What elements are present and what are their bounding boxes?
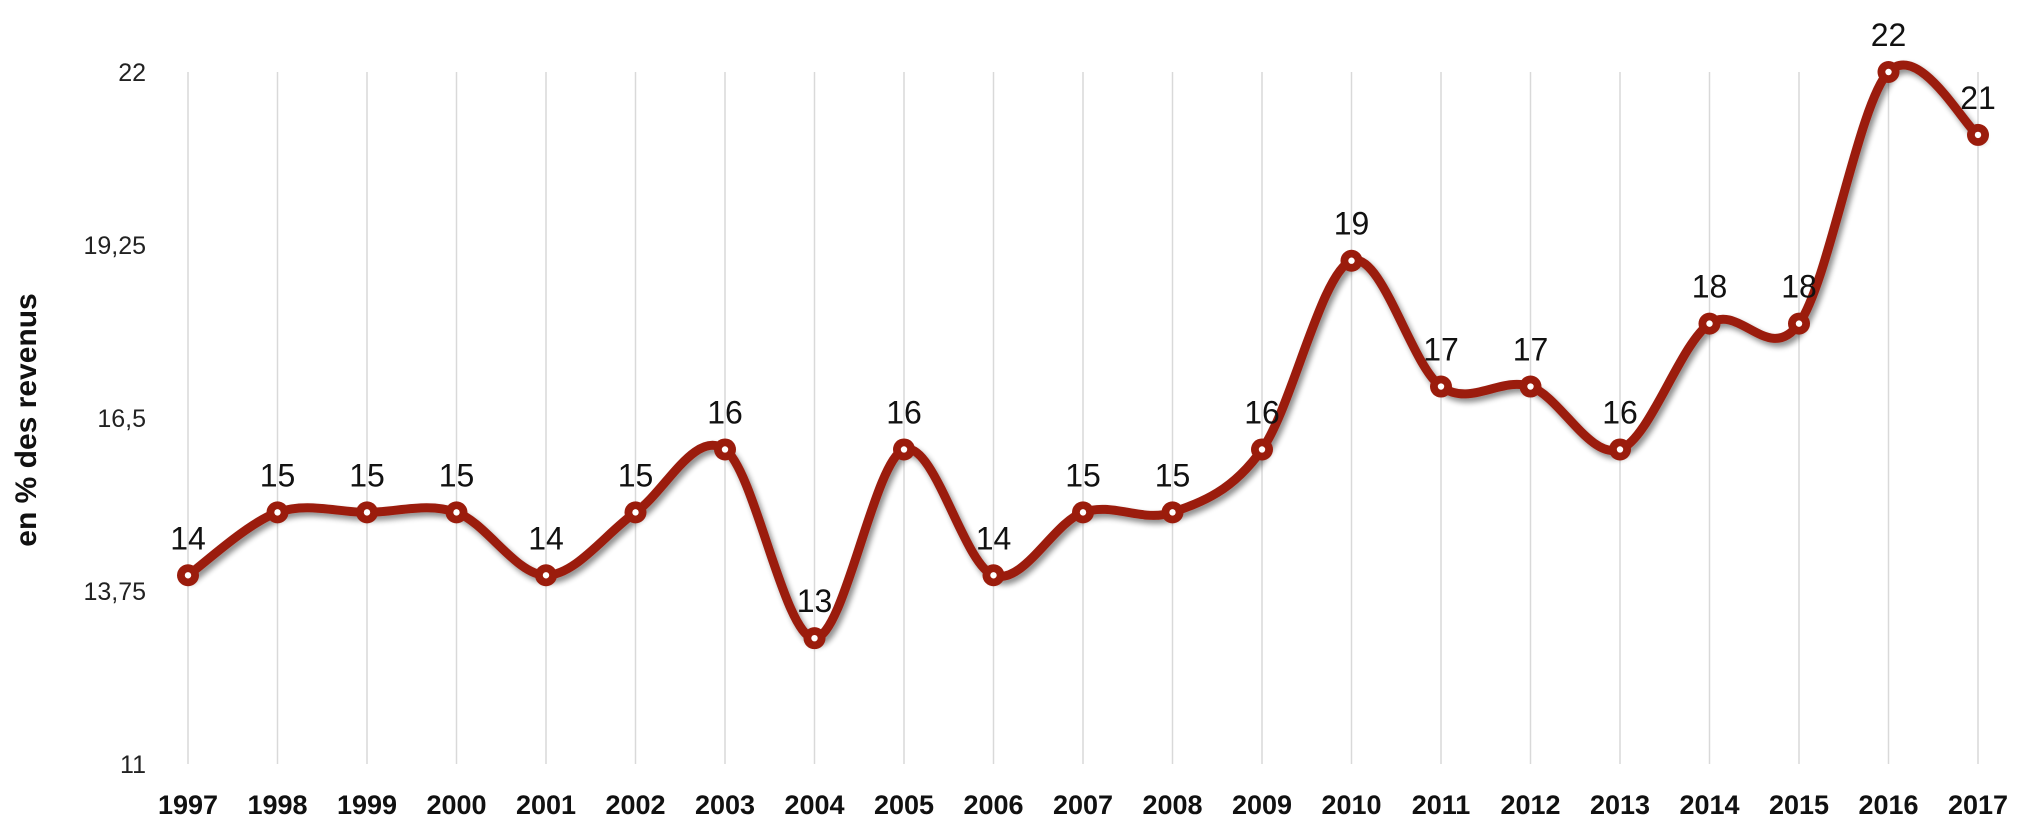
x-tick-label: 2012 <box>1500 790 1560 820</box>
markers <box>177 61 1989 650</box>
x-tick-label: 2003 <box>695 790 755 820</box>
x-tick-label: 2004 <box>784 790 844 820</box>
y-tick-label: 19,25 <box>83 232 146 260</box>
y-tick-label: 13,75 <box>83 578 146 606</box>
y-axis-title: en % des revenus <box>10 293 43 546</box>
x-tick-label: 1997 <box>158 790 218 820</box>
data-point-center <box>1437 383 1445 390</box>
data-label: 16 <box>1602 394 1638 430</box>
data-label: 14 <box>170 520 206 556</box>
x-tick-label: 2005 <box>874 790 934 820</box>
x-tick-label: 2007 <box>1053 790 1113 820</box>
data-point-center <box>1348 257 1355 264</box>
data-point-center <box>1795 320 1803 327</box>
data-point-center <box>1258 446 1266 453</box>
data-label: 16 <box>707 394 743 430</box>
data-point-center <box>1169 509 1176 516</box>
data-label: 17 <box>1423 332 1459 368</box>
data-label: 16 <box>886 394 922 430</box>
x-tick-label: 2001 <box>516 790 576 820</box>
data-label: 18 <box>1781 269 1817 305</box>
x-tick-label: 2015 <box>1769 790 1829 820</box>
data-point-center <box>363 509 371 516</box>
y-tick-label: 22 <box>118 59 146 87</box>
data-label: 13 <box>797 583 833 619</box>
data-point-center <box>184 572 192 579</box>
x-tick-label: 1999 <box>337 790 397 820</box>
x-tick-label: 2017 <box>1948 790 2008 820</box>
data-label: 19 <box>1334 206 1370 242</box>
data-label: 21 <box>1960 80 1996 116</box>
data-point-center <box>274 509 281 516</box>
x-tick-label: 2011 <box>1412 790 1471 820</box>
data-label: 14 <box>976 520 1012 556</box>
data-point-center <box>453 509 460 516</box>
data-point-center <box>1885 68 1892 76</box>
data-point-center <box>990 572 997 579</box>
data-label: 18 <box>1692 269 1728 305</box>
x-tick-label: 1998 <box>247 790 307 820</box>
x-tick-label: 2006 <box>963 790 1023 820</box>
x-axis-ticks: 1997 1998 1999 2000 2001 2002 2003 2004 2005 2006… <box>158 790 2008 820</box>
data-point-center <box>811 634 818 642</box>
x-tick-label: 2016 <box>1858 790 1918 820</box>
data-label: 15 <box>1065 457 1101 493</box>
data-point-center <box>632 509 639 516</box>
data-label: 16 <box>1244 394 1280 430</box>
x-tick-label: 2002 <box>605 790 665 820</box>
x-tick-label: 2000 <box>426 790 486 820</box>
data-point-center <box>1079 509 1087 516</box>
gridlines <box>187 72 1979 764</box>
data-point-center <box>1706 320 1713 327</box>
x-tick-label: 2009 <box>1232 790 1292 820</box>
data-labels: 14 15 15 15 14 15 16 13 16 14 15 15 16 19 17 17 16 18 18 22… <box>170 17 1996 619</box>
data-label: 15 <box>1155 457 1191 493</box>
x-tick-label: 2008 <box>1142 790 1202 820</box>
data-point-center <box>900 446 908 453</box>
x-tick-label: 2014 <box>1679 790 1739 820</box>
x-tick-label: 2010 <box>1321 790 1381 820</box>
data-point-center <box>1974 131 1982 139</box>
data-label: 22 <box>1871 17 1907 53</box>
y-tick-label: 16,5 <box>97 405 146 433</box>
data-label: 17 <box>1513 332 1549 368</box>
x-tick-label: 2013 <box>1590 790 1650 820</box>
data-point-center <box>721 446 729 453</box>
data-point-center <box>542 572 550 579</box>
data-point-center <box>1616 446 1624 453</box>
data-label: 15 <box>439 457 475 493</box>
data-point-center <box>1527 383 1534 390</box>
data-label: 15 <box>349 457 385 493</box>
data-label: 15 <box>618 457 654 493</box>
data-label: 15 <box>260 457 296 493</box>
y-axis-ticks: 11 13,75 16,5 19,25 22 <box>83 59 146 779</box>
y-tick-label: 11 <box>120 751 146 779</box>
data-label: 14 <box>528 520 564 556</box>
